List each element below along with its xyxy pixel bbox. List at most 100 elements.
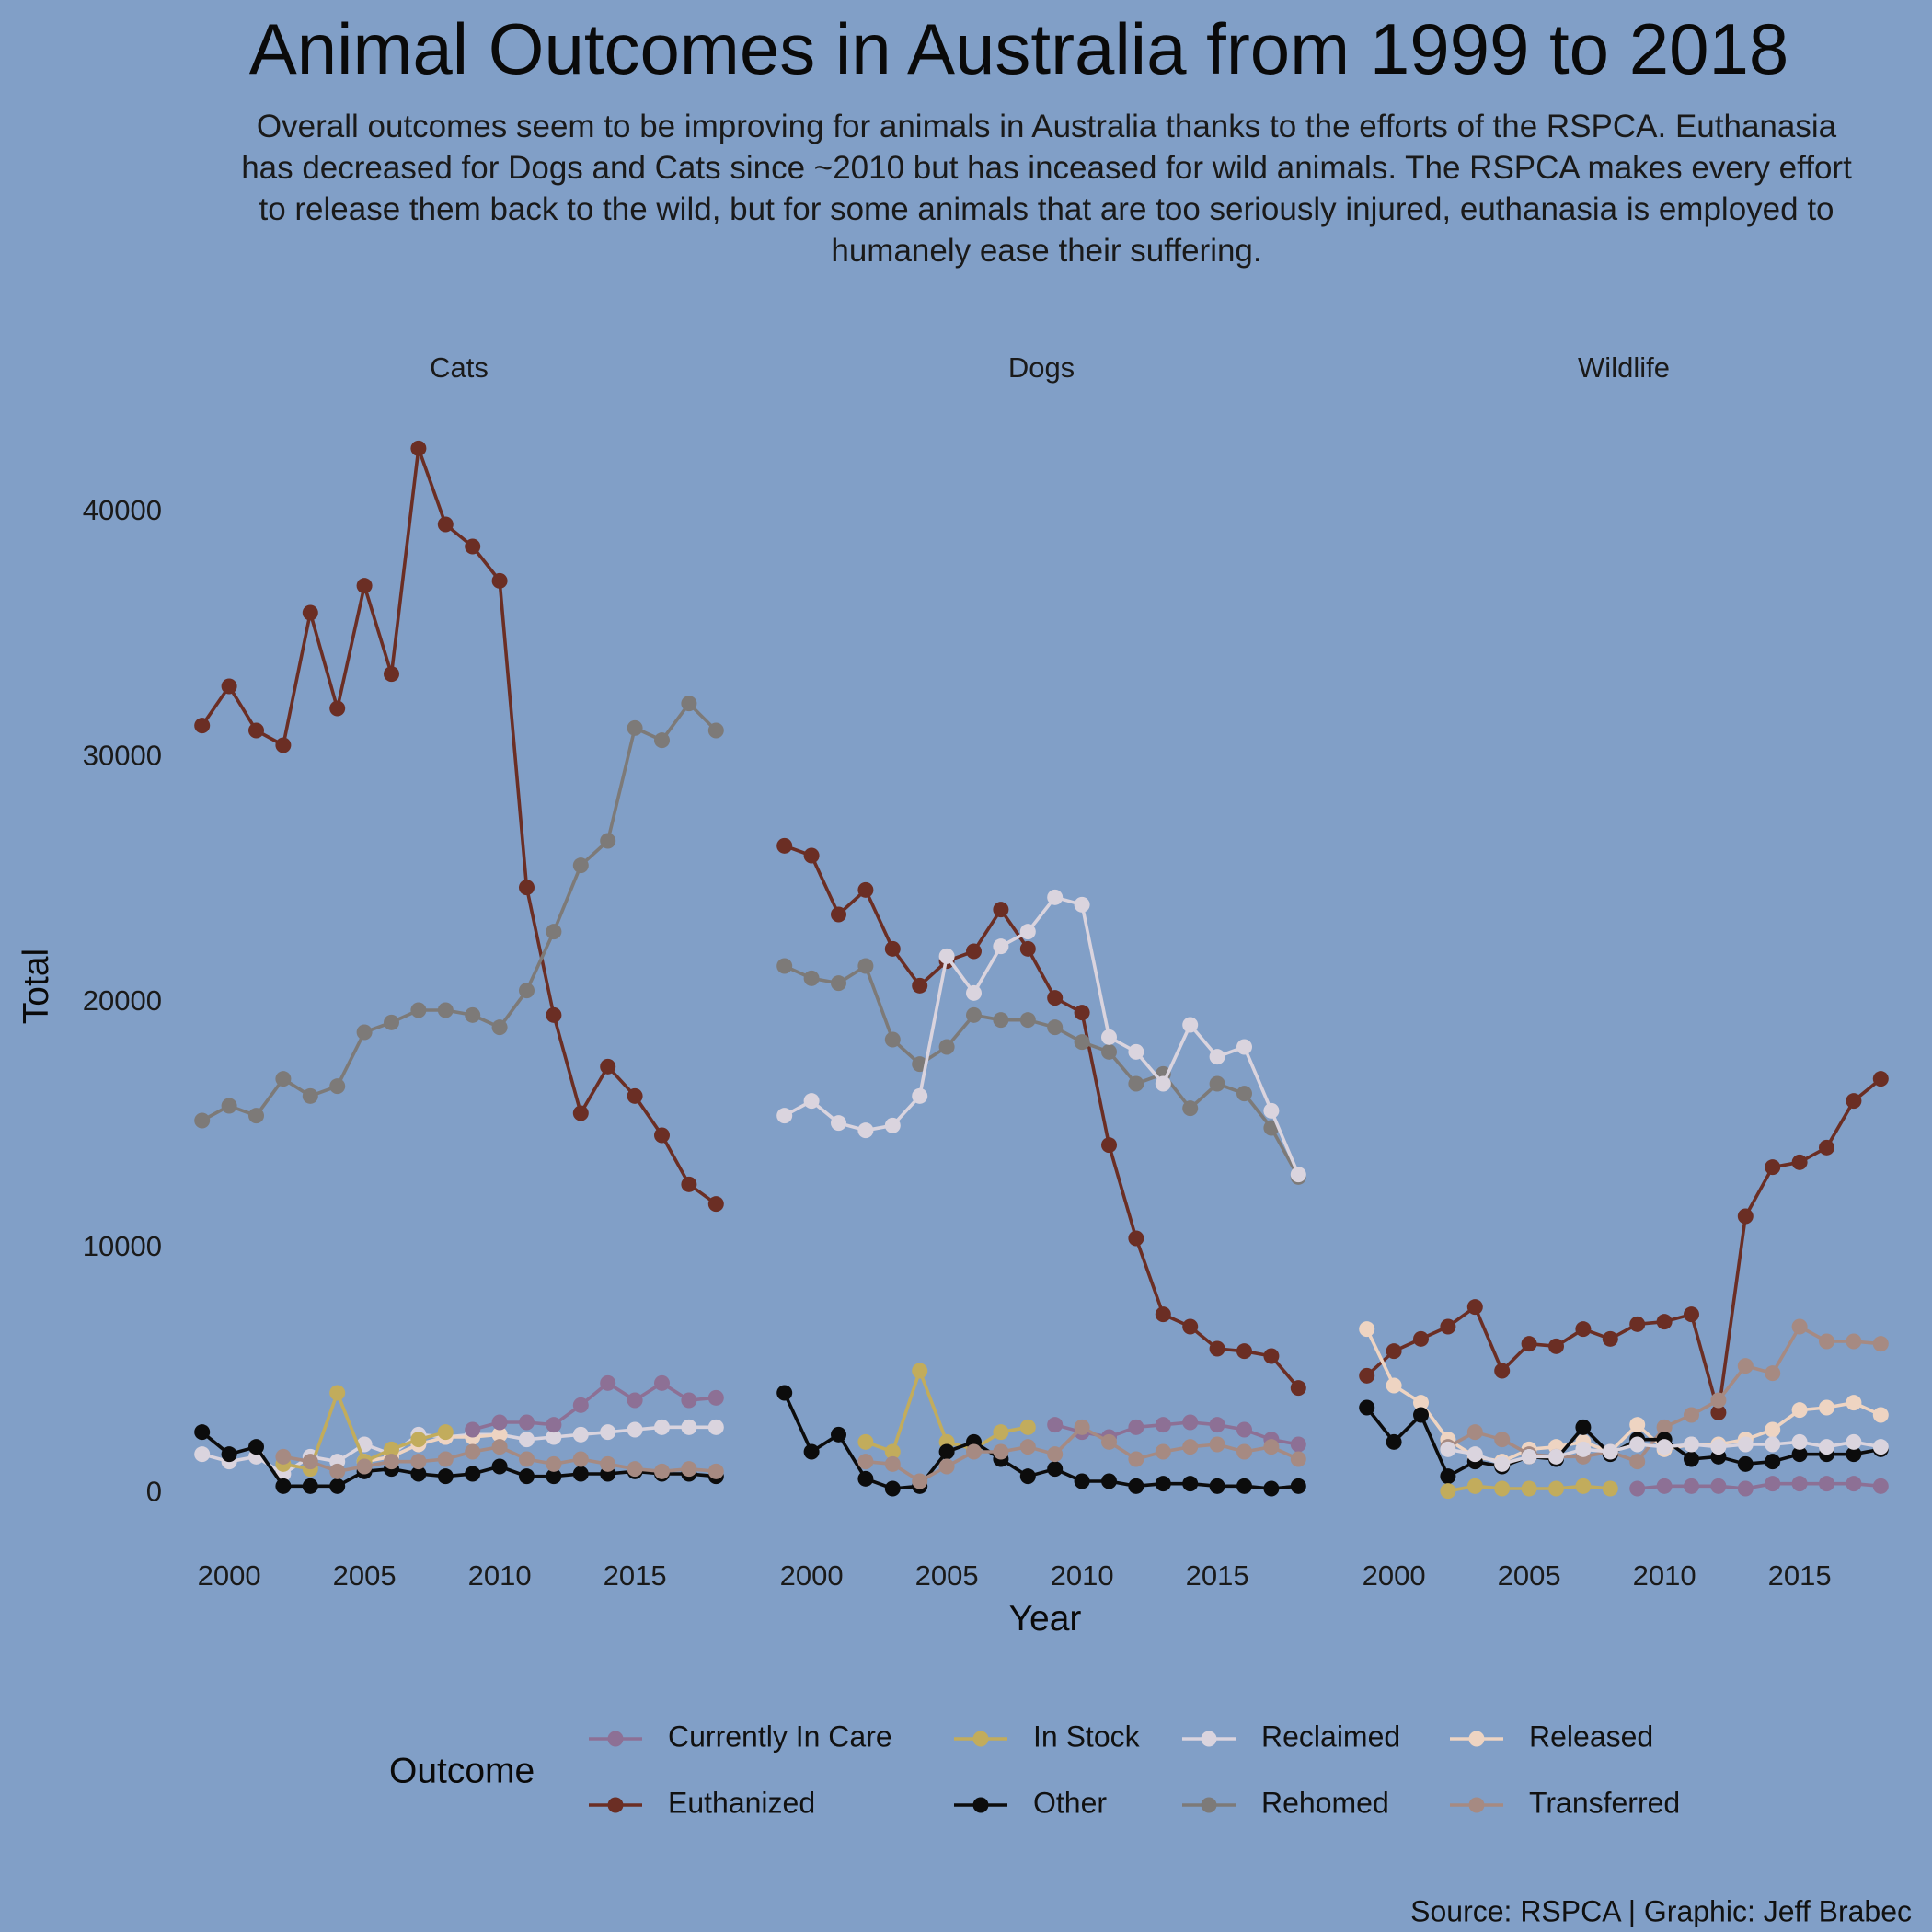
data-point-other-2010	[1074, 1473, 1090, 1489]
data-point-other-2012	[1128, 1478, 1144, 1494]
data-point-transferred-2011	[1101, 1433, 1117, 1450]
y-tick-label-30000: 30000	[83, 740, 162, 772]
data-point-other-2002	[275, 1478, 292, 1494]
data-point-euthanized-2006	[384, 666, 399, 683]
data-point-euthanized-2001	[1413, 1330, 1429, 1347]
data-point-reclaimed-2008	[1602, 1443, 1618, 1460]
series-reclaimed	[776, 889, 1306, 1183]
data-point-reclaimed-2004	[1494, 1455, 1511, 1472]
data-point-transferred-2017	[1263, 1439, 1280, 1455]
data-point-reclaimed-2009	[1629, 1436, 1646, 1453]
data-point-other-2001	[248, 1439, 264, 1455]
data-point-rehomed-2010	[491, 1019, 508, 1036]
data-point-transferred-2016	[1819, 1333, 1834, 1350]
data-point-rehomed-2005	[356, 1024, 373, 1041]
data-point-euthanized-2004	[912, 977, 928, 994]
legend-key-point-currently-in-care	[607, 1731, 624, 1747]
data-point-euthanized-2018	[707, 1196, 724, 1213]
x-tick-label-2010: 2010	[1633, 1559, 1696, 1592]
series-transferred	[275, 1439, 724, 1479]
data-point-euthanized-2014	[1765, 1159, 1781, 1176]
data-point-currently-in-care-2015	[627, 1392, 643, 1409]
data-point-rehomed-2006	[384, 1014, 399, 1030]
data-point-transferred-2005	[356, 1458, 373, 1475]
data-point-euthanized-2018	[1872, 1071, 1889, 1087]
panel-wildlife: Wildlife 2000 2005 2010 2015	[1359, 351, 1889, 1592]
data-point-euthanized-2003	[1466, 1299, 1483, 1316]
data-point-euthanized-2013	[1155, 1306, 1171, 1323]
x-tick-label-2010: 2010	[1051, 1559, 1114, 1592]
data-point-currently-in-care-2014	[1182, 1414, 1199, 1431]
data-point-other-2011	[519, 1468, 535, 1485]
data-point-euthanized-2010	[1074, 1005, 1090, 1021]
chart-caption: Source: RSPCA | Graphic: Jeff Brabec	[1410, 1894, 1912, 1928]
data-point-currently-in-care-2009	[1629, 1480, 1646, 1497]
data-point-euthanized-2017	[1263, 1348, 1280, 1364]
legend-item-currently-in-care: Currently In Care	[589, 1719, 892, 1753]
data-point-reclaimed-2004	[912, 1087, 928, 1104]
data-point-transferred-2006	[966, 1443, 982, 1460]
data-point-currently-in-care-2009	[465, 1421, 481, 1438]
data-point-other-2009	[465, 1466, 481, 1482]
legend-label-currently-in-care: Currently In Care	[668, 1719, 892, 1753]
panel-cats: Cats 2000 2005 2010 2015	[194, 351, 724, 1592]
data-point-reclaimed-2005	[938, 948, 955, 964]
data-point-in-stock-2008	[437, 1424, 454, 1441]
data-point-other-2018	[1290, 1478, 1306, 1494]
data-point-currently-in-care-2018	[707, 1389, 724, 1406]
data-point-other-2015	[1791, 1446, 1808, 1463]
data-point-reclaimed-2014	[1765, 1436, 1781, 1453]
data-point-reclaimed-2011	[1684, 1436, 1699, 1453]
data-point-transferred-2007	[410, 1454, 427, 1470]
legend-key-point-rehomed	[1201, 1797, 1217, 1813]
legend-key-point-other	[972, 1797, 989, 1813]
data-point-in-stock-2008	[1019, 1419, 1036, 1435]
data-point-euthanized-2013	[572, 1105, 589, 1121]
data-point-rehomed-2009	[1047, 1019, 1064, 1036]
series-rehomed	[194, 696, 724, 1129]
data-point-reclaimed-2006	[966, 984, 982, 1001]
data-point-euthanized-2011	[519, 880, 535, 896]
panel-title-cats: Cats	[430, 351, 489, 384]
legend-item-in-stock: In Stock	[954, 1719, 1141, 1753]
data-point-in-stock-2007	[410, 1432, 427, 1448]
data-point-euthanized-2007	[410, 440, 427, 456]
data-point-currently-in-care-2018	[1290, 1436, 1306, 1453]
data-point-euthanized-2008	[437, 516, 454, 533]
data-point-other-2004	[329, 1478, 346, 1494]
data-point-other-2000	[1386, 1433, 1402, 1450]
data-point-rehomed-2014	[600, 833, 616, 849]
data-point-released-2017	[1846, 1395, 1862, 1411]
data-point-transferred-2015	[627, 1461, 643, 1478]
chart-subtitle: Overall outcomes seem to be improving fo…	[241, 109, 1852, 269]
data-point-reclaimed-2012	[1128, 1043, 1144, 1060]
data-point-in-stock-2006	[1548, 1480, 1564, 1497]
data-point-euthanized-2012	[1710, 1404, 1727, 1420]
data-point-rehomed-2010	[1074, 1034, 1090, 1051]
legend-key-point-euthanized	[607, 1797, 624, 1813]
data-point-reclaimed-2005	[1521, 1448, 1537, 1465]
data-point-euthanized-2007	[993, 902, 1009, 918]
legend-label-other: Other	[1033, 1786, 1107, 1819]
series-in-stock	[1440, 1478, 1618, 1500]
data-point-transferred-2010	[1074, 1419, 1090, 1435]
data-point-in-stock-2004	[912, 1363, 928, 1379]
series-rehomed	[776, 958, 1306, 1185]
data-point-reclaimed-2012	[1710, 1439, 1727, 1455]
data-point-euthanized-2015	[1209, 1340, 1225, 1357]
data-point-currently-in-care-2015	[1791, 1476, 1808, 1492]
data-point-reclaimed-2000	[803, 1093, 820, 1110]
data-point-in-stock-2003	[1466, 1478, 1483, 1494]
data-point-reclaimed-2010	[1656, 1439, 1673, 1455]
series-other	[776, 1385, 1306, 1497]
data-point-euthanized-2017	[1846, 1093, 1862, 1110]
legend-item-other: Other	[954, 1786, 1107, 1819]
legend-item-reclaimed: Reclaimed	[1182, 1719, 1400, 1753]
data-point-rehomed-2004	[329, 1078, 346, 1095]
data-point-rehomed-2016	[654, 732, 670, 749]
data-point-currently-in-care-2012	[1710, 1478, 1727, 1494]
data-point-reclaimed-2014	[1182, 1017, 1199, 1033]
series-currently-in-care	[465, 1374, 724, 1438]
x-axis-label: Year	[1009, 1599, 1082, 1639]
data-point-other-2000	[803, 1443, 820, 1460]
